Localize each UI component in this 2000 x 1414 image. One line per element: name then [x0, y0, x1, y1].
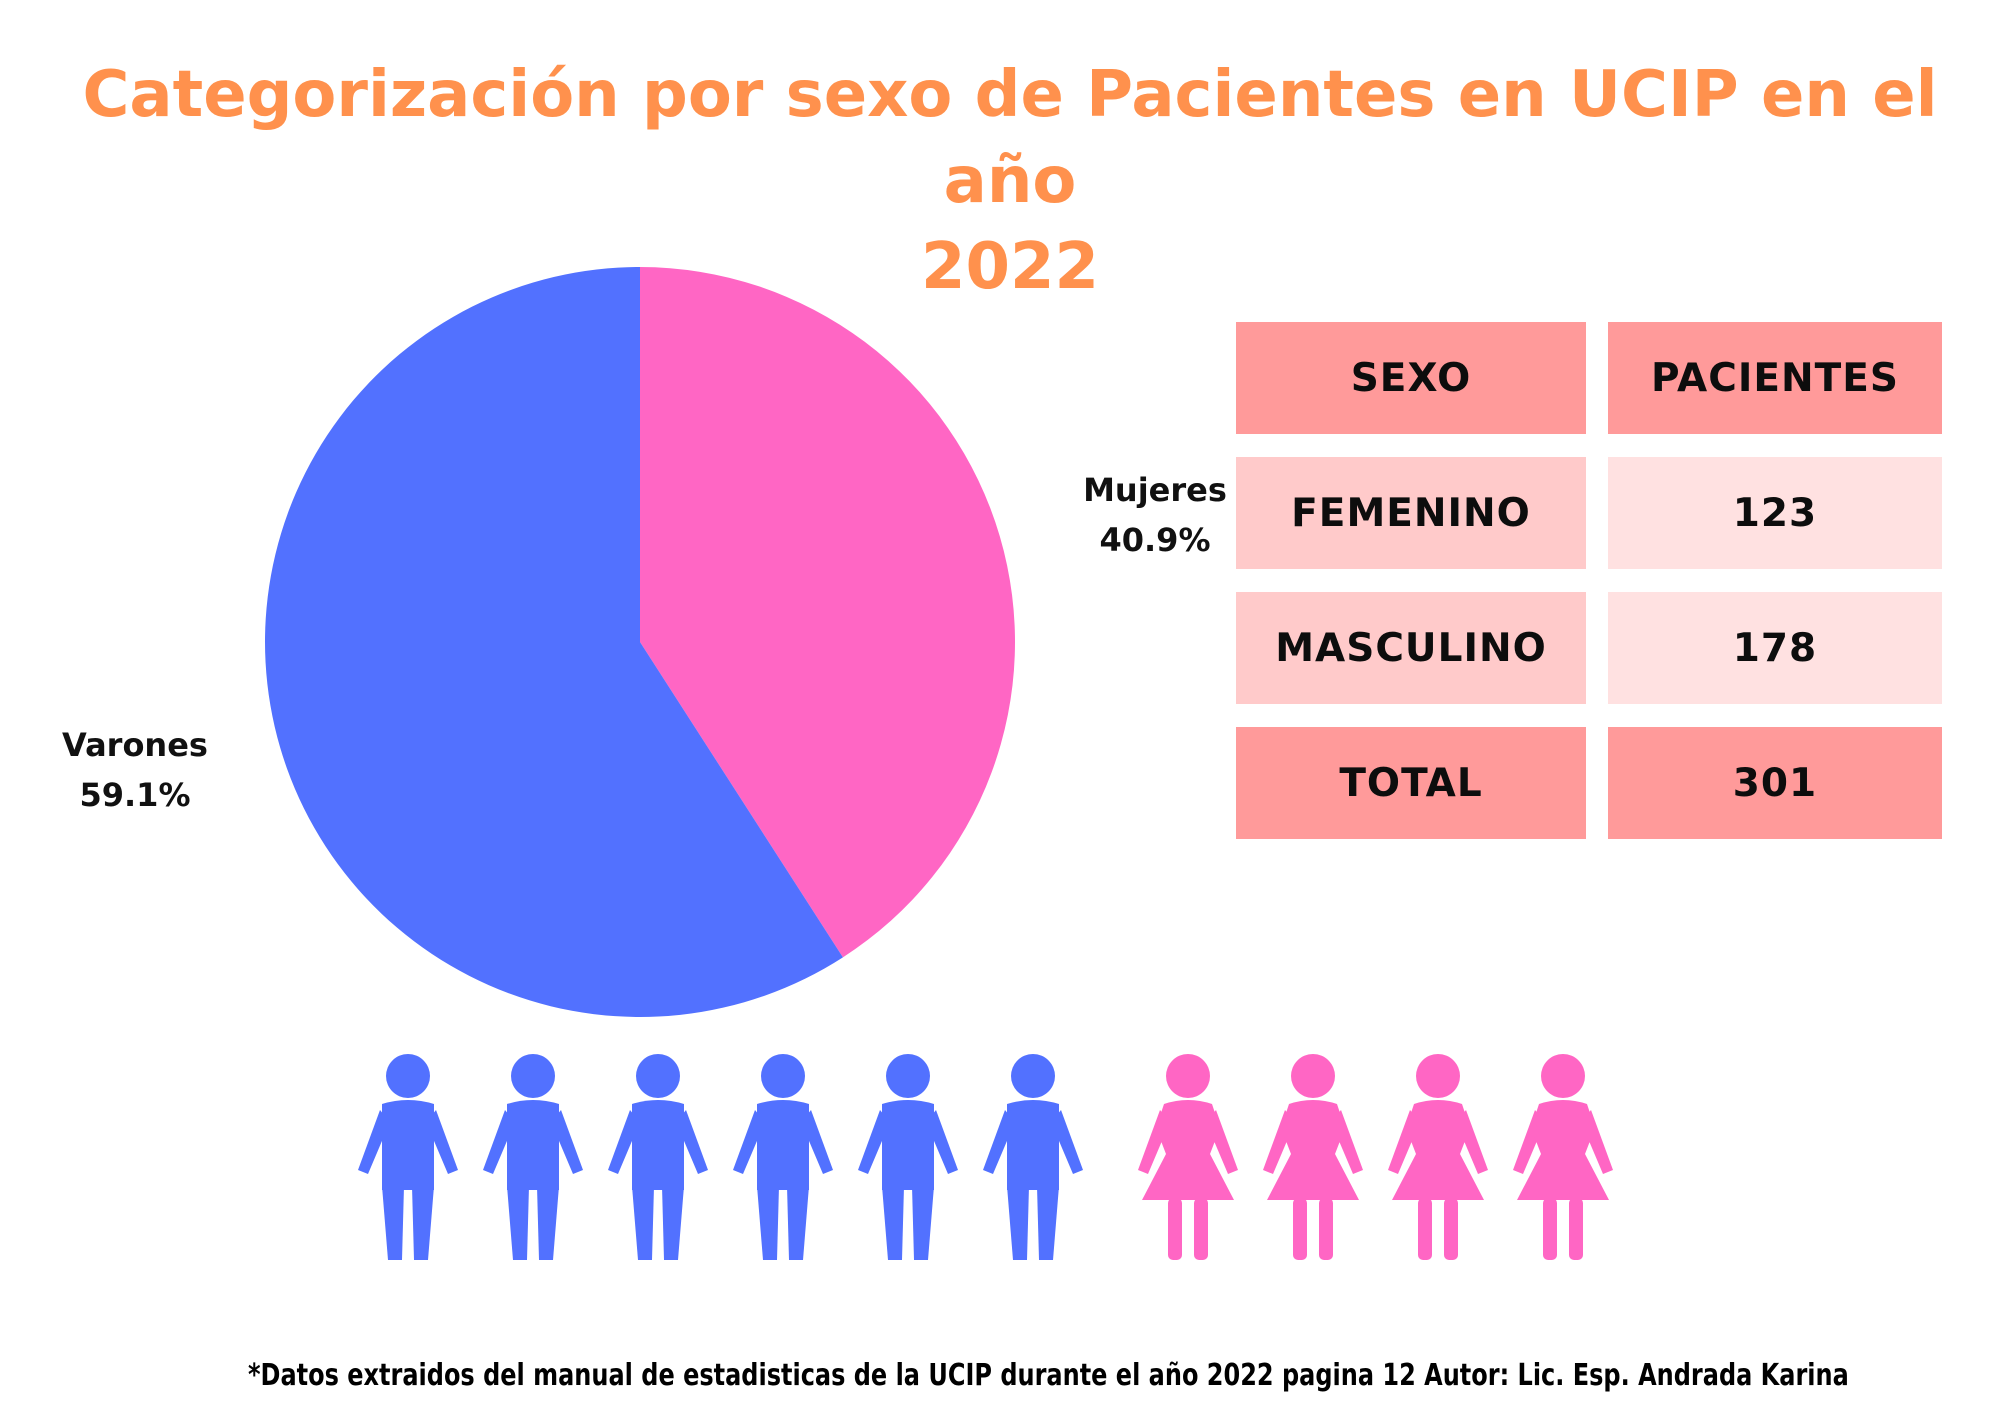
woman-icon: [1513, 1054, 1613, 1260]
table-cell-total-value: 301: [1608, 727, 1942, 839]
table-cell-masculino-label: MASCULINO: [1236, 592, 1586, 704]
table-cell-femenino-value: 123: [1608, 457, 1942, 569]
table-header-sexo: SEXO: [1236, 322, 1586, 434]
chart-title: Categorización por sexo de Pacientes en …: [40, 52, 1980, 310]
woman-icon: [1388, 1054, 1488, 1260]
man-icon: [608, 1054, 708, 1260]
table-cell-masculino-value: 178: [1608, 592, 1942, 704]
pie-slice-varones: [265, 267, 843, 1017]
pie-label-mujeres: Mujeres 40.9%: [1070, 465, 1240, 565]
man-icon: [733, 1054, 833, 1260]
pie-label-mujeres-name: Mujeres: [1083, 471, 1227, 509]
pie-label-varones-name: Varones: [62, 726, 208, 764]
pie-label-mujeres-percent: 40.9%: [1099, 521, 1211, 559]
pie-label-varones-percent: 59.1%: [79, 776, 191, 814]
woman-icon: [1263, 1054, 1363, 1260]
table-header-pacientes: PACIENTES: [1608, 322, 1942, 434]
man-icon: [358, 1054, 458, 1260]
table-cell-total-label: TOTAL: [1236, 727, 1586, 839]
pie-label-varones: Varones 59.1%: [50, 720, 220, 820]
pie-chart: [265, 267, 1016, 1017]
source-footnote: *Datos extraidos del manual de estadisti…: [248, 1358, 1849, 1393]
pie-slice-mujeres: [640, 267, 1016, 958]
man-icon: [858, 1054, 958, 1260]
man-icon: [983, 1054, 1083, 1260]
table-cell-femenino-label: FEMENINO: [1236, 457, 1586, 569]
man-icon: [483, 1054, 583, 1260]
chart-title-line-2: 2022: [920, 230, 1100, 304]
chart-title-line-1: Categorización por sexo de Pacientes en …: [82, 58, 1938, 218]
people-pictogram: [358, 1054, 1613, 1260]
woman-icon: [1138, 1054, 1238, 1260]
